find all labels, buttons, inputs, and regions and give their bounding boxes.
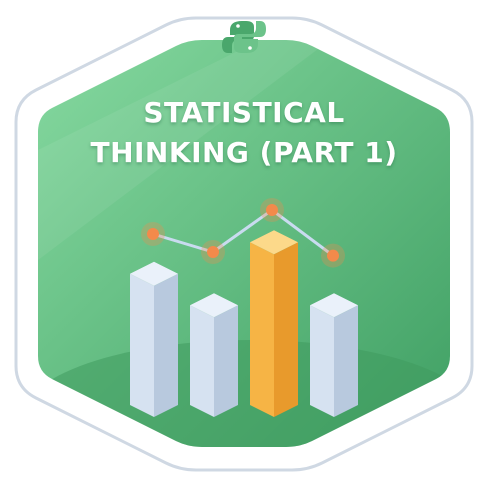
line-trend-icon [141,198,345,268]
chart-bar [250,230,298,417]
chart-bar [130,261,178,417]
python-logo-icon [222,21,266,53]
trend-marker [147,228,159,240]
panel-highlight [38,40,330,260]
trend-marker [266,204,278,216]
chart-bar [310,293,358,417]
trend-marker [327,249,339,262]
trend-line [152,208,334,257]
badge-title-line-2: THINKING (PART 1) [90,136,398,169]
trend-marker [207,246,219,258]
badge-title-line-1: STATISTICAL [143,96,345,129]
chart-bar [190,293,238,417]
bar-chart-icon [130,230,358,417]
